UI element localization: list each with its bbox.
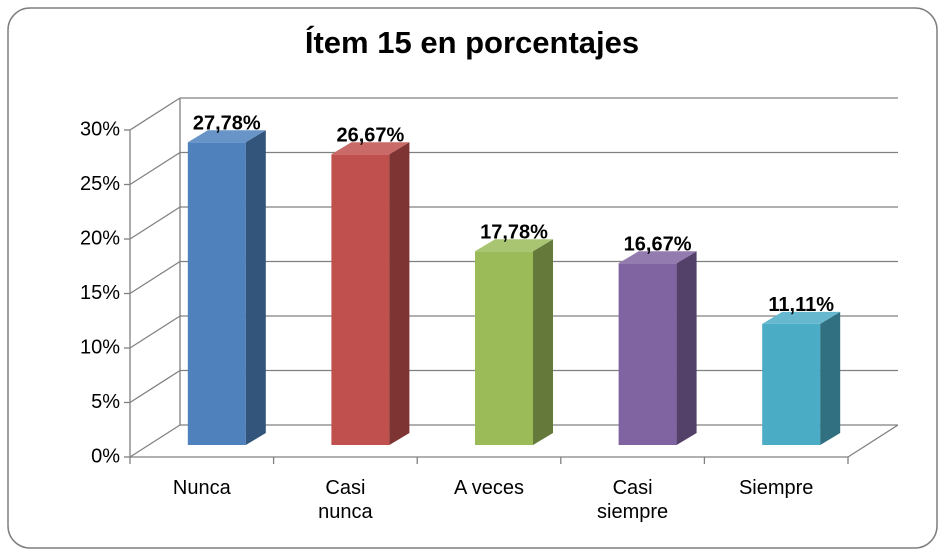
x-tick-label: Casi nunca [318, 477, 373, 523]
y-tick-label: 30% [80, 118, 120, 140]
grid-line [129, 369, 181, 404]
bar-face [820, 311, 841, 445]
grid-line [129, 315, 181, 349]
y-tick-label: 10% [80, 336, 120, 358]
grid-line [129, 97, 181, 131]
data-label: 27,78% [193, 112, 261, 134]
grid-line [129, 260, 181, 295]
chart-title: Ítem 15 en porcentajes [305, 25, 639, 60]
bar-face [187, 130, 266, 143]
data-label: 26,67% [336, 125, 404, 147]
bar-face [245, 130, 266, 445]
y-tick-label: 15% [80, 282, 120, 304]
data-label: 16,67% [624, 234, 692, 256]
y-tick-label: 25% [80, 173, 120, 195]
bar-face [533, 239, 553, 445]
y-tick-label: 20% [80, 227, 120, 249]
bar [331, 142, 410, 445]
bar-face [187, 142, 246, 445]
y-tick-label: 0% [91, 445, 120, 467]
bar-face [331, 154, 390, 445]
chart-border [7, 7, 938, 549]
bar-face [618, 263, 677, 445]
x-tick-label: Casi siempre [597, 477, 669, 523]
bar-face [762, 323, 821, 445]
bar-face [618, 251, 697, 264]
bar [618, 251, 697, 445]
bar-face [331, 142, 410, 155]
data-label: 17,78% [480, 221, 548, 243]
x-tick-label: Nunca [172, 477, 231, 499]
bar-face [475, 251, 533, 445]
grid-line [129, 151, 181, 186]
axis-line [847, 424, 899, 458]
bar [187, 130, 266, 445]
bar-face [762, 311, 841, 324]
bar [475, 239, 553, 445]
bar-face [475, 239, 553, 252]
bar-face [676, 251, 697, 445]
bar-face [389, 142, 410, 445]
bar [762, 311, 841, 445]
grid-line [129, 424, 181, 458]
grid-line [129, 206, 181, 240]
x-tick-label: A veces [453, 477, 525, 499]
y-tick-label: 5% [91, 391, 120, 413]
x-tick-label: Siempre [738, 477, 814, 499]
data-label: 11,11% [768, 294, 834, 316]
